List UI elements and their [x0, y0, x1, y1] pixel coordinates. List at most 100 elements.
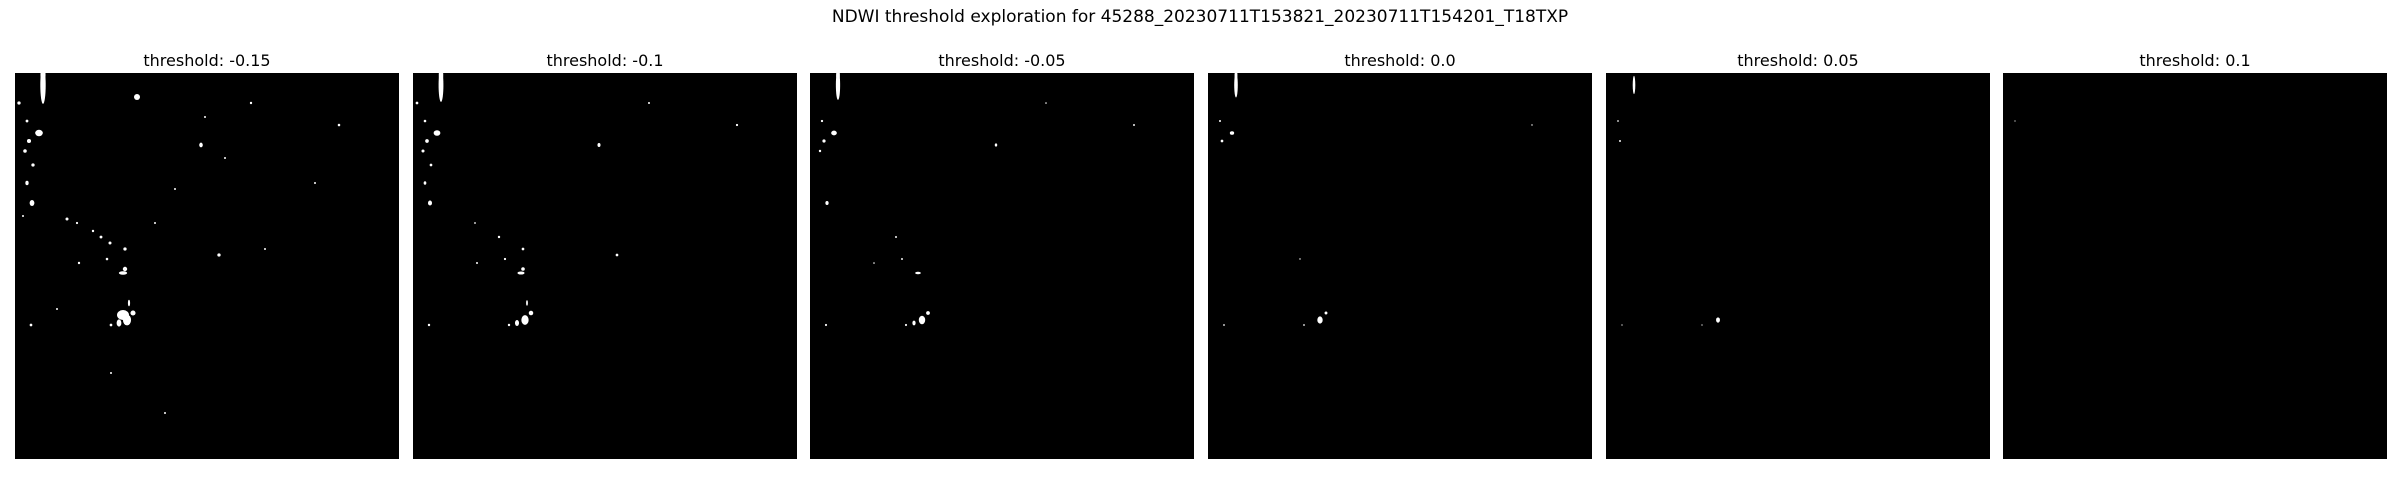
water-pixel-cluster — [1531, 124, 1533, 126]
water-pixel-cluster — [122, 266, 128, 272]
water-pixel-cluster — [433, 130, 441, 136]
water-pixel-cluster — [1324, 311, 1328, 315]
water-pixel-cluster — [264, 248, 266, 250]
water-pixel-cluster — [528, 310, 534, 316]
water-pixel-cluster — [108, 241, 112, 245]
water-pixel-cluster — [105, 257, 109, 261]
water-pixel-cluster — [1617, 120, 1619, 122]
water-pixel-cluster — [497, 235, 501, 239]
water-pixel-cluster — [521, 315, 529, 325]
water-pixel-cluster — [831, 130, 837, 136]
water-pixel-cluster — [337, 123, 341, 127]
water-pixel-cluster — [116, 319, 122, 327]
water-pixel-cluster — [29, 200, 35, 206]
water-pixel-cluster — [1234, 73, 1238, 80]
water-mask-5 — [1617, 75, 1720, 326]
water-pixel-cluster — [1234, 73, 1238, 98]
water-pixel-cluster — [912, 320, 916, 326]
water-pixel-cluster — [507, 323, 511, 327]
water-pixel-cluster — [35, 129, 43, 137]
water-pixel-cluster — [895, 236, 897, 238]
water-pixel-cluster — [1621, 324, 1623, 326]
water-pixel-cluster — [1317, 316, 1323, 324]
panel-title-6: threshold: 0.1 — [2139, 51, 2251, 70]
water-pixel-cluster — [647, 101, 651, 105]
water-pixel-cluster — [836, 73, 840, 81]
water-pixel-cluster — [926, 311, 930, 315]
water-pixel-cluster — [25, 180, 29, 186]
water-pixel-cluster — [118, 271, 128, 275]
water-pixel-cluster — [1223, 324, 1225, 326]
water-pixel-cluster — [429, 163, 433, 167]
water-pixel-cluster — [1299, 258, 1301, 260]
figure-title: NDWI threshold exploration for 45288_202… — [831, 7, 1569, 27]
ndwi-mask-panel-5 — [1606, 73, 1990, 459]
water-pixel-cluster — [517, 271, 525, 275]
water-pixel-cluster — [26, 138, 32, 144]
water-pixel-cluster — [423, 181, 427, 185]
water-pixel-cluster — [23, 149, 27, 153]
panel-title-3: threshold: -0.05 — [938, 51, 1066, 70]
water-pixel-cluster — [17, 101, 21, 105]
water-pixel-cluster — [130, 310, 136, 316]
panel-title-5: threshold: 0.05 — [1737, 51, 1859, 70]
water-pixel-cluster — [503, 257, 507, 261]
water-pixel-cluster — [75, 221, 79, 225]
water-pixel-cluster — [1218, 119, 1222, 123]
panel-title-4: threshold: 0.0 — [1344, 51, 1456, 70]
water-pixel-cluster — [1133, 124, 1135, 126]
water-pixel-cluster — [735, 123, 739, 127]
water-pixel-cluster — [56, 308, 58, 310]
water-pixel-cluster — [65, 217, 69, 221]
water-mask-6 — [2014, 120, 2016, 122]
water-pixel-cluster — [249, 101, 253, 105]
water-pixel-cluster — [415, 101, 419, 105]
water-pixel-cluster — [199, 142, 203, 148]
water-pixel-cluster — [904, 323, 908, 327]
water-pixel-cluster — [174, 188, 176, 190]
water-pixel-cluster — [822, 139, 826, 143]
ndwi-mask-panel-2 — [413, 73, 797, 459]
water-pixel-cluster — [423, 119, 427, 123]
water-pixel-cluster — [915, 271, 921, 275]
water-pixel-cluster — [597, 142, 601, 148]
water-pixel-cluster — [1632, 75, 1636, 95]
water-pixel-cluster — [475, 261, 479, 265]
water-pixel-cluster — [918, 315, 926, 325]
water-pixel-cluster — [1716, 317, 1720, 323]
water-pixel-cluster — [127, 299, 131, 307]
ndwi-mask-panel-6 — [2003, 73, 2387, 459]
water-pixel-cluster — [873, 262, 875, 264]
water-pixel-cluster — [824, 323, 828, 327]
water-pixel-cluster — [99, 235, 103, 239]
water-pixel-cluster — [29, 323, 33, 327]
water-pixel-cluster — [91, 229, 95, 233]
water-mask-1 — [17, 73, 341, 414]
water-pixel-cluster — [154, 222, 156, 224]
water-pixel-cluster — [825, 200, 829, 206]
water-pixel-cluster — [1303, 324, 1305, 326]
water-pixel-cluster — [438, 73, 444, 82]
water-pixel-cluster — [109, 323, 113, 327]
water-pixel-cluster — [110, 372, 112, 374]
ndwi-mask-panel-1 — [15, 73, 399, 459]
water-pixel-cluster — [820, 119, 824, 123]
water-pixel-cluster — [217, 253, 221, 257]
water-pixel-cluster — [22, 215, 24, 217]
water-pixel-cluster — [77, 261, 81, 265]
water-pixel-cluster — [427, 323, 431, 327]
water-pixel-cluster — [123, 247, 127, 251]
water-pixel-cluster — [474, 222, 476, 224]
water-pixel-cluster — [521, 267, 525, 271]
water-mask-4 — [1218, 73, 1533, 326]
water-mask-3 — [818, 73, 1135, 327]
water-pixel-cluster — [164, 412, 166, 414]
water-pixel-cluster — [615, 253, 619, 257]
water-pixel-cluster — [314, 182, 316, 184]
water-pixel-cluster — [204, 116, 206, 118]
water-pixel-cluster — [514, 319, 520, 327]
water-pixel-cluster — [521, 247, 525, 251]
water-pixel-cluster — [994, 143, 998, 147]
water-pixel-cluster — [1220, 139, 1224, 143]
water-pixel-cluster — [421, 149, 425, 153]
